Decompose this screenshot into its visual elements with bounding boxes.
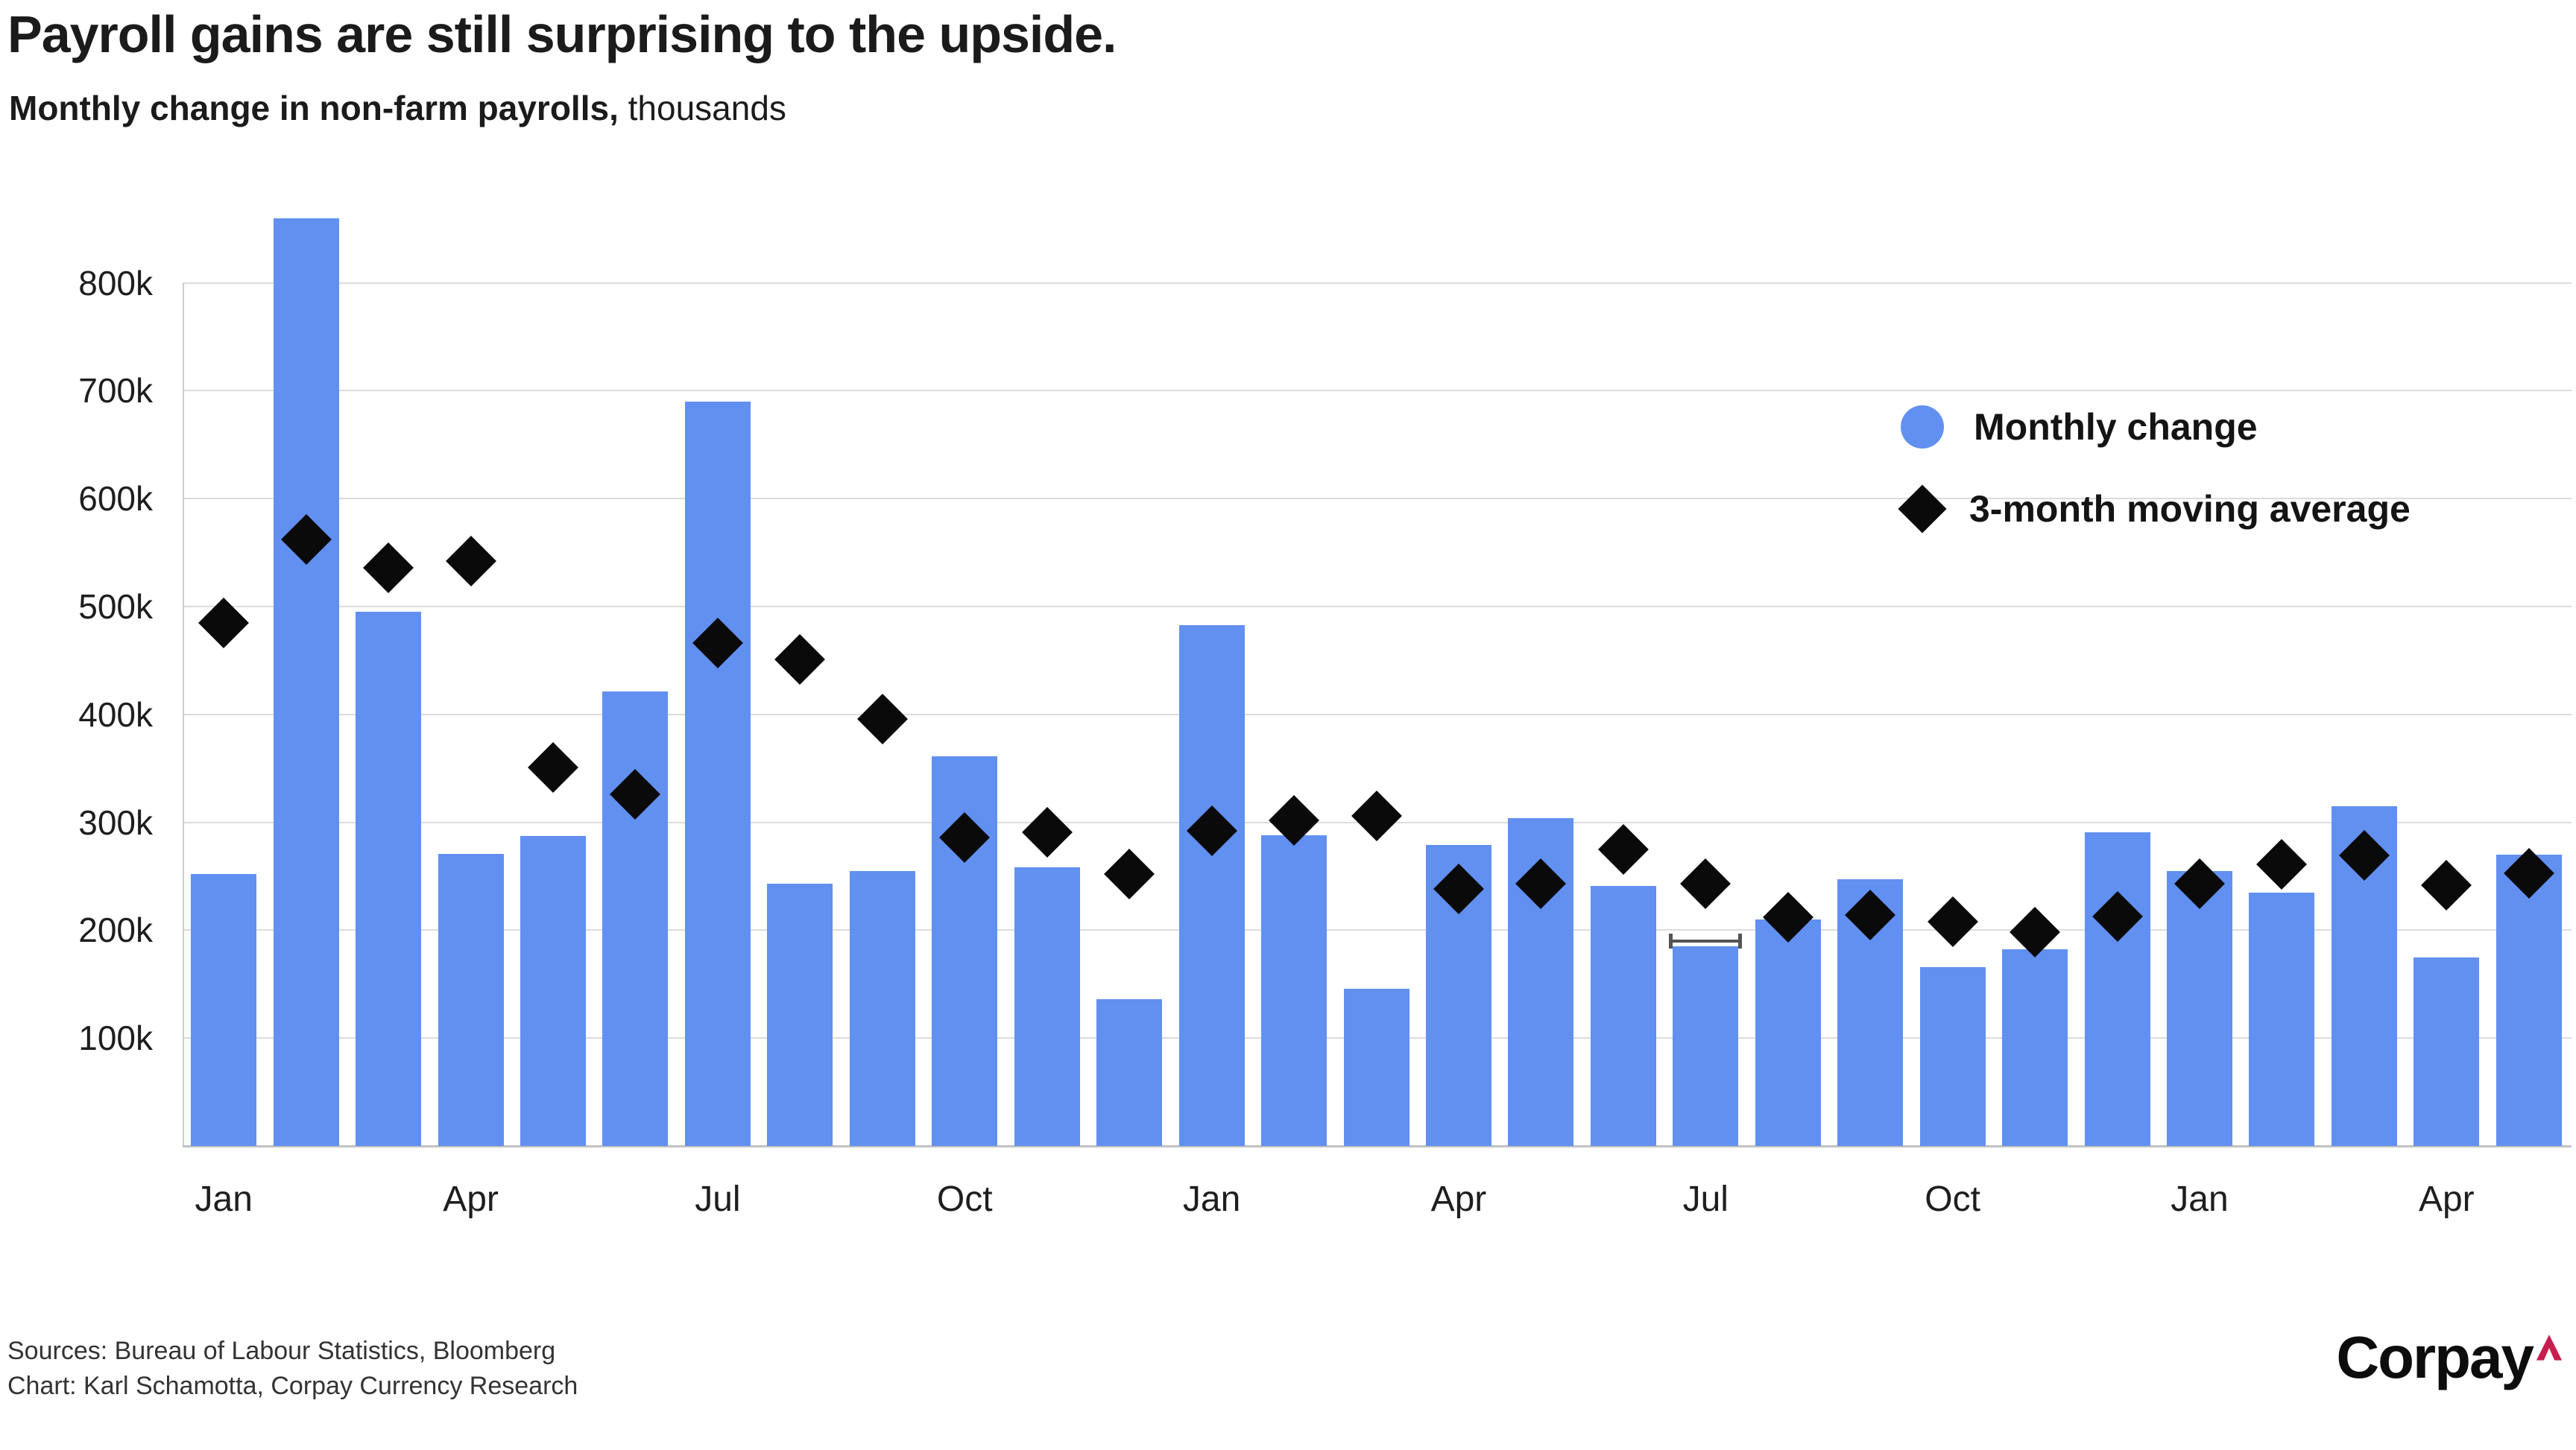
- legend-item-moving-average: 3-month moving average: [1898, 484, 2411, 534]
- gridline-700k: [183, 390, 2572, 392]
- bar: [191, 874, 257, 1146]
- y-axis-label: 700k: [78, 371, 153, 411]
- gridline-500k: [183, 606, 2572, 607]
- bar: [2084, 832, 2150, 1146]
- bar: [767, 884, 833, 1146]
- corpay-logo-text: Corpay: [2336, 1324, 2534, 1390]
- bar: [1590, 886, 1656, 1146]
- y-axis-label: 800k: [78, 263, 153, 303]
- subtitle-unit: thousands: [618, 89, 786, 127]
- x-axis-label: Apr: [443, 1180, 499, 1219]
- ma-diamond: [1021, 806, 1073, 858]
- ma-diamond: [1927, 896, 1978, 947]
- bar: [520, 836, 587, 1146]
- ma-diamond: [1597, 823, 1649, 875]
- source-line: Sources: Bureau of Labour Statistics, Bl…: [7, 1337, 556, 1365]
- ma-diamond: [198, 597, 250, 648]
- legend-label: Monthly change: [1974, 406, 2258, 448]
- y-axis-line: [183, 282, 184, 1146]
- x-axis-baseline: [183, 1145, 2572, 1147]
- ma-diamond: [1680, 858, 1731, 910]
- gridline-400k: [183, 713, 2572, 715]
- bar: [2166, 870, 2232, 1146]
- bar: [438, 853, 504, 1146]
- corpay-logo: Corpay: [2336, 1328, 2564, 1387]
- legend-label: 3-month moving average: [1969, 488, 2411, 530]
- y-axis-label: 200k: [78, 911, 153, 950]
- x-axis-label: Jul: [695, 1180, 741, 1219]
- ma-diamond: [2256, 839, 2308, 890]
- bar: [273, 218, 339, 1146]
- bar: [356, 612, 422, 1146]
- footer: Sources: Bureau of Labour Statistics, Bl…: [7, 1334, 578, 1404]
- ma-diamond: [2421, 859, 2472, 911]
- bar: [602, 691, 669, 1146]
- ma-diamond: [1351, 790, 1402, 841]
- ma-diamond: [856, 693, 908, 744]
- x-axis-label: Apr: [2418, 1180, 2475, 1219]
- bar: [2249, 892, 2315, 1146]
- bar: [2002, 949, 2068, 1146]
- y-axis-label: 500k: [78, 587, 153, 626]
- bar: [2414, 957, 2480, 1146]
- ma-diamond: [528, 741, 578, 793]
- y-axis-label: 300k: [78, 802, 153, 842]
- gridline-800k: [183, 282, 2572, 284]
- bar: [1755, 919, 1821, 1146]
- bar: [849, 870, 915, 1146]
- gridline-600k: [183, 498, 2572, 500]
- bar: [1014, 867, 1080, 1146]
- x-axis-label: Oct: [936, 1180, 993, 1219]
- bracket-annotation: [1669, 933, 1743, 949]
- x-axis-label: Jan: [1182, 1180, 1241, 1219]
- bar: [1919, 966, 1986, 1146]
- x-axis-label: Oct: [1925, 1180, 1980, 1219]
- ma-diamond: [445, 536, 496, 587]
- bar: [2496, 855, 2562, 1146]
- x-axis-label: Apr: [1430, 1180, 1487, 1219]
- chart-title: Payroll gains are still surprising to th…: [7, 5, 1117, 63]
- ma-diamond: [363, 542, 414, 593]
- legend-item-monthly-change: Monthly change: [1899, 402, 2258, 452]
- diamond-icon: [1898, 484, 1947, 534]
- bar: [1673, 946, 1739, 1146]
- corpay-caret-icon: [2534, 1332, 2564, 1364]
- y-axis-label: 600k: [78, 479, 153, 519]
- gridline-200k: [183, 929, 2572, 931]
- chart-subtitle: Monthly change in non-farm payrolls, tho…: [9, 88, 786, 128]
- y-axis-label: 400k: [78, 694, 153, 734]
- circle-icon: [1901, 405, 1944, 449]
- bar: [1343, 988, 1409, 1146]
- subtitle-main: Monthly change in non-farm payrolls,: [9, 89, 619, 127]
- x-axis-label: Jan: [2171, 1180, 2229, 1219]
- bar: [1261, 835, 1328, 1146]
- x-axis-label: Jan: [195, 1180, 253, 1219]
- bar: [1096, 999, 1163, 1146]
- chart-credit-line: Chart: Karl Schamotta, Corpay Currency R…: [7, 1372, 578, 1400]
- ma-diamond: [774, 633, 826, 685]
- y-axis-label: 100k: [78, 1019, 153, 1058]
- ma-diamond: [1104, 849, 1155, 900]
- bar: [1178, 624, 1245, 1146]
- x-axis-label: Jul: [1682, 1180, 1729, 1219]
- bar: [684, 401, 751, 1146]
